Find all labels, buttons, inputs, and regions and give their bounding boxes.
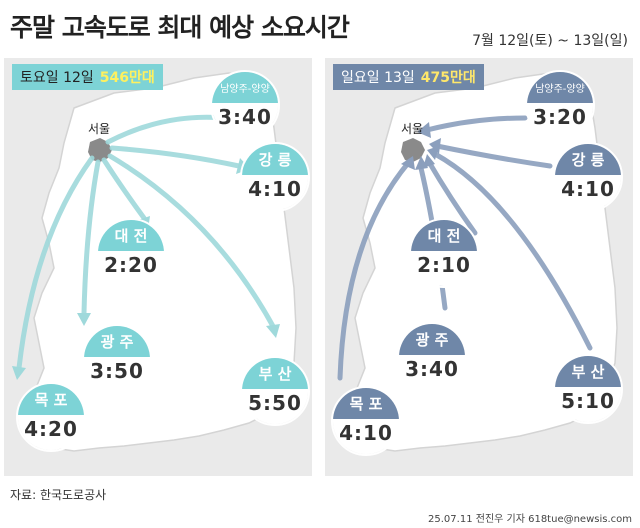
saturday-city-mokpo: 목 포 4:20: [16, 382, 86, 452]
saturday-traffic-count: 546만대: [99, 70, 155, 86]
route-to-mokpo: [16, 155, 95, 371]
credit-line: 25.07.11 전진우 기자 618tue@newsis.com: [428, 514, 632, 525]
sunday-seoul-label: 서울: [401, 122, 424, 136]
route-from-daejeon: [426, 159, 478, 236]
route-to-daejeon: [101, 157, 147, 221]
arrowhead-gangneung: [429, 138, 441, 154]
saturday-city-gangneung: 강 릉 4:10: [240, 142, 310, 212]
sunday-city-yangyang: 남양주-양양 3:20: [525, 70, 595, 140]
sunday-day-label: 일요일 13일: [341, 70, 415, 86]
route-from-mokpo: [337, 159, 412, 381]
sunday-panel: 일요일 13일 475만대 서울 남양주-양양 3:20 강 릉 4:10 대 전…: [325, 58, 633, 476]
arrowhead-mokpo: [401, 156, 415, 170]
route-from-busan: [432, 151, 593, 351]
sunday-city-gangneung: 강 릉 4:10: [553, 142, 623, 212]
route-from-yangyang: [424, 115, 528, 133]
arrowhead-busan: [266, 324, 280, 338]
arrowhead-yangyang: [417, 122, 431, 138]
date-range: 7월 12일(토) ~ 13일(일): [472, 33, 628, 49]
arrowhead-gwangju: [415, 156, 428, 170]
seoul-shape: [88, 138, 112, 162]
sunday-city-mokpo: 목 포 4:10: [331, 386, 401, 456]
route-to-busan: [107, 153, 277, 331]
arrowhead-mokpo: [12, 366, 26, 380]
route-to-gwangju: [81, 159, 101, 316]
sunday-city-busan: 부 산 5:10: [553, 354, 623, 424]
sunday-traffic-count: 475만대: [420, 70, 476, 86]
route-from-gangneung: [434, 143, 553, 169]
arrowhead-daejeon: [423, 154, 435, 168]
sunday-badge: 일요일 13일 475만대: [333, 64, 484, 90]
source-note: 자료: 한국도로공사: [10, 488, 107, 502]
saturday-city-gwangju: 광 주 3:50: [82, 324, 152, 394]
arrowhead-busan: [427, 146, 439, 160]
page-title: 주말 고속도로 최대 예상 소요시간: [10, 13, 350, 42]
saturday-panel: 토요일 12일 546만대 서울 남양주-양양 3:40 강 릉 4:10 대 전…: [4, 58, 312, 476]
saturday-day-label: 토요일 12일: [20, 70, 94, 86]
arrowhead-gwangju: [77, 313, 91, 326]
saturday-badge: 토요일 12일 546만대: [12, 64, 163, 90]
route-to-gangneung: [109, 145, 242, 169]
route-to-yangyang: [105, 114, 227, 145]
saturday-city-yangyang: 남양주-양양 3:40: [210, 70, 280, 140]
sunday-city-gwangju: 광 주 3:40: [397, 322, 467, 392]
seoul-shape: [401, 138, 425, 162]
saturday-seoul-label: 서울: [88, 122, 111, 136]
saturday-city-busan: 부 산 5:50: [240, 356, 310, 426]
sunday-city-daejeon: 대 전 2:10: [409, 218, 479, 288]
saturday-city-daejeon: 대 전 2:20: [96, 218, 166, 288]
